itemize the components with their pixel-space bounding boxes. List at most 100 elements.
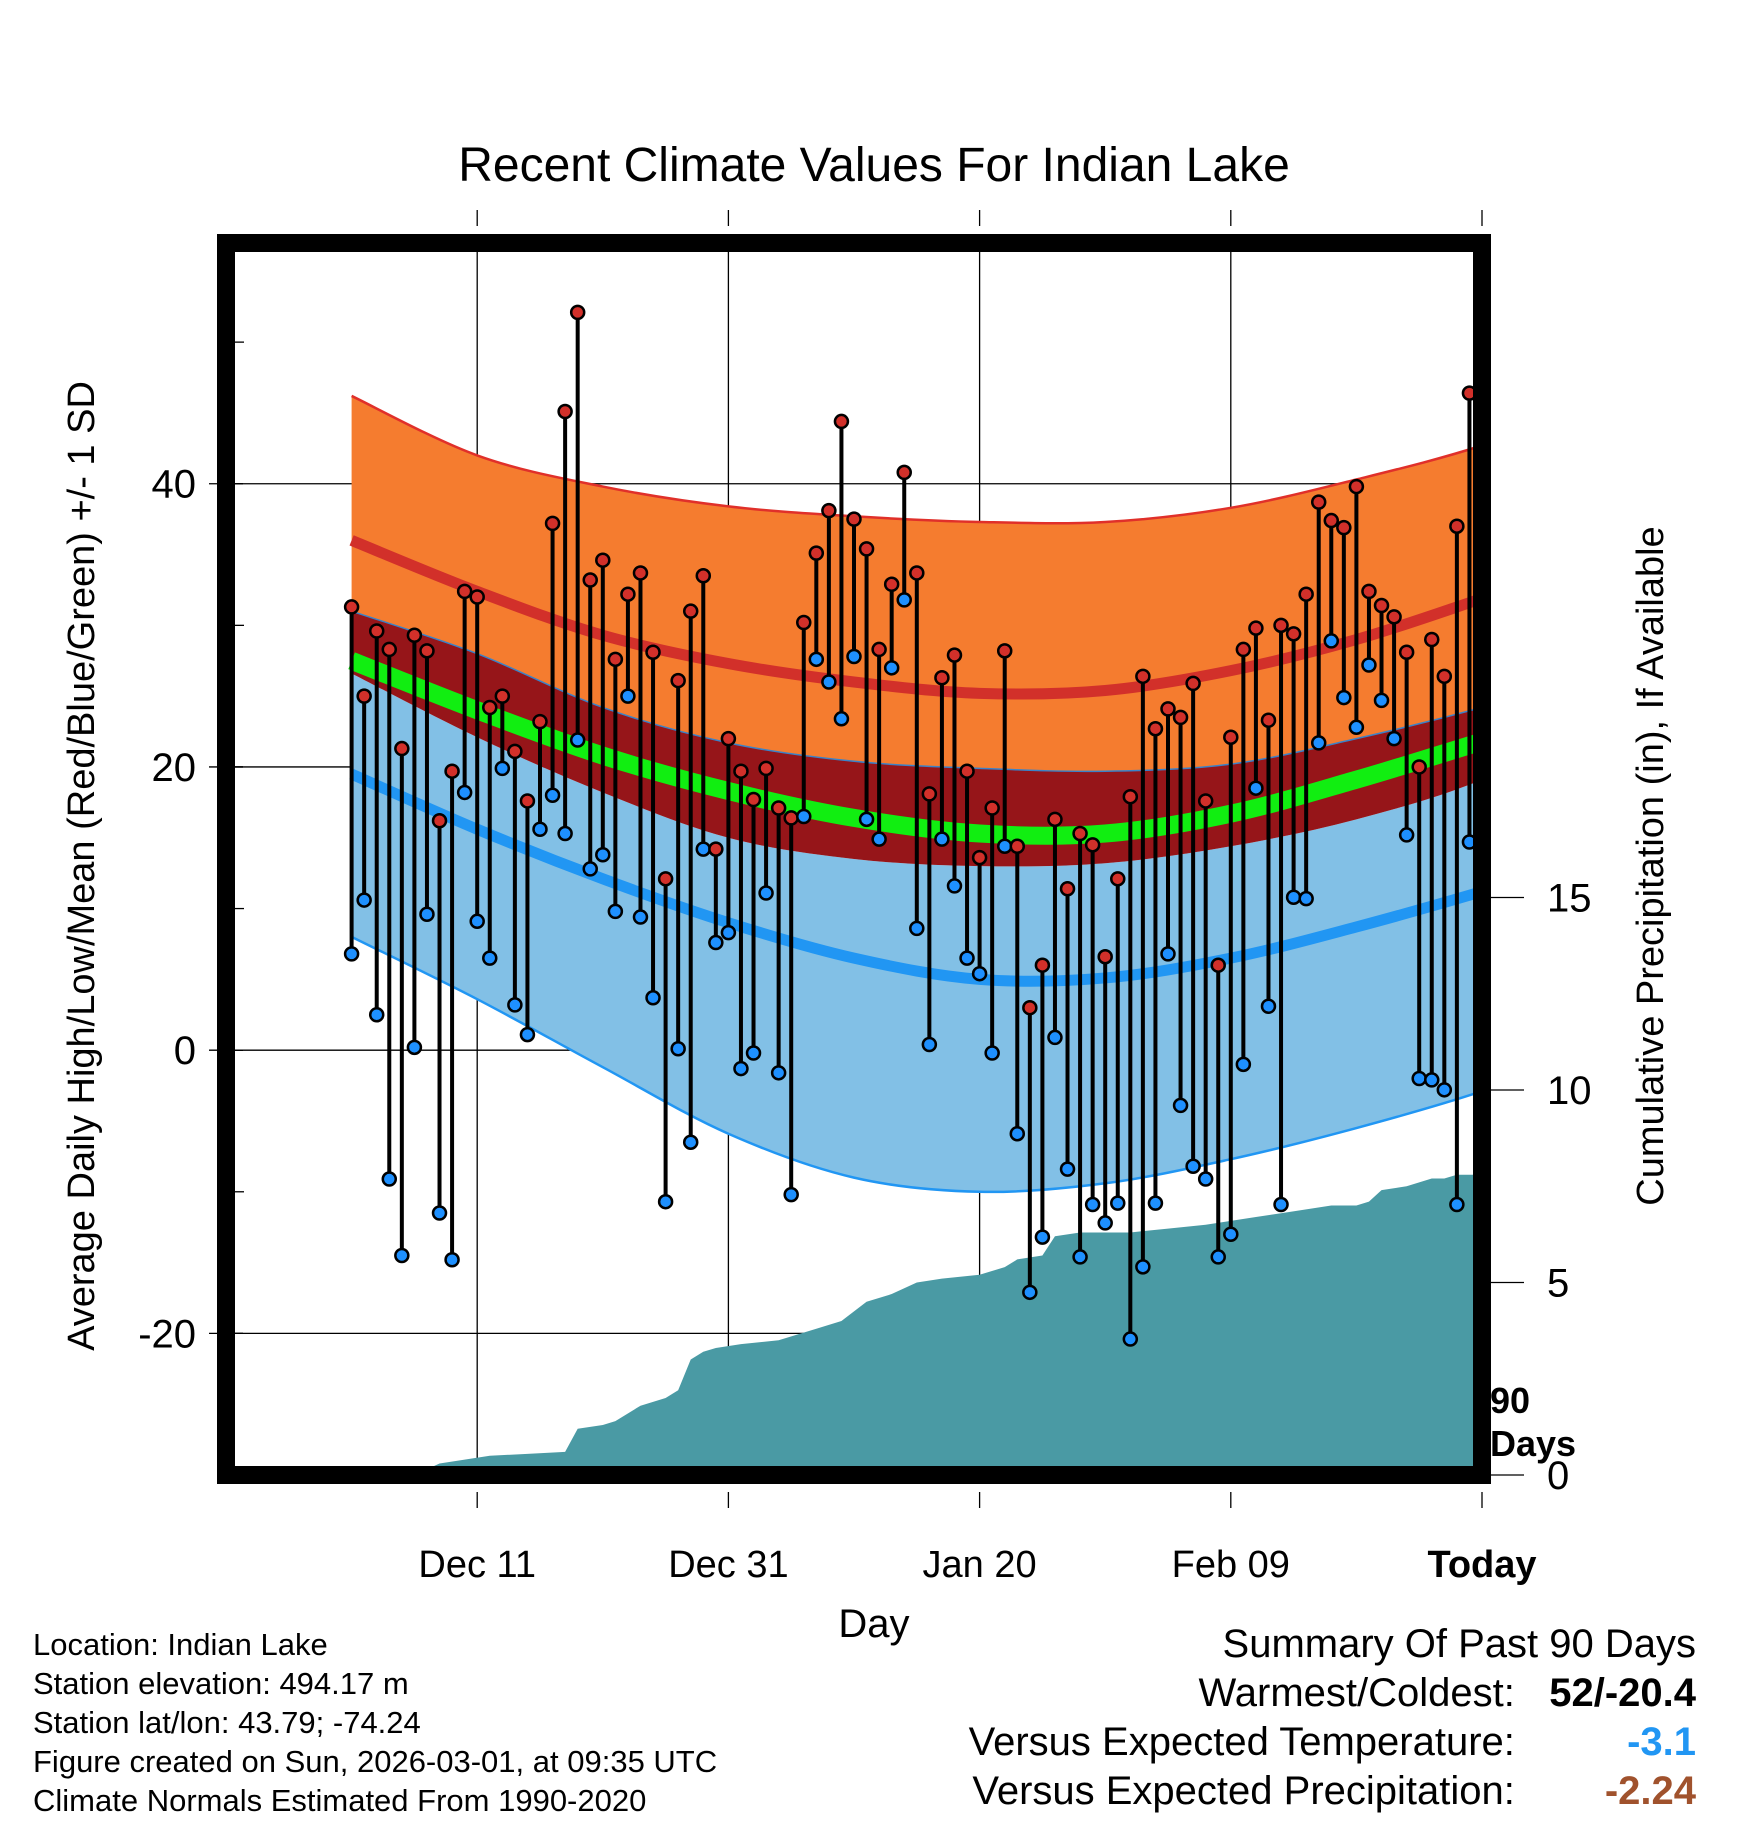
high-point	[971, 849, 988, 866]
temp-anomaly-row: Versus Expected Temperature: -3.1	[969, 1718, 1696, 1767]
high-point	[1034, 957, 1051, 973]
low-point	[670, 1041, 686, 1057]
high-point	[343, 599, 360, 615]
low-point	[682, 1134, 699, 1150]
high-point	[996, 643, 1013, 659]
warmest-coldest-label: Warmest/Coldest:	[1198, 1671, 1515, 1715]
high-point	[419, 643, 435, 659]
low-point	[946, 878, 963, 894]
low-point	[482, 950, 498, 966]
high-point	[783, 810, 799, 826]
high-point	[1436, 668, 1453, 685]
high-point	[494, 688, 511, 704]
low-point	[419, 906, 435, 922]
high-point	[909, 565, 925, 581]
low-point	[720, 924, 737, 941]
low-point	[1172, 1097, 1189, 1114]
high-point	[921, 786, 938, 802]
high-point	[1072, 825, 1088, 842]
low-point	[909, 920, 925, 937]
low-point	[469, 913, 485, 930]
low-point	[833, 711, 850, 727]
low-lower-edge	[351, 935, 1482, 1194]
low-point	[1398, 827, 1415, 843]
low-point	[1386, 730, 1402, 747]
low-point	[821, 674, 837, 690]
station-info: Location: Indian Lake Station elevation:…	[33, 1625, 717, 1820]
high-point	[1298, 586, 1314, 602]
y-tick-label: 0	[174, 1029, 196, 1073]
low-point	[1348, 719, 1365, 736]
high-point	[444, 763, 460, 779]
high-point	[984, 800, 1000, 816]
high-point	[695, 568, 712, 584]
low-point	[984, 1045, 1000, 1061]
high-point	[1310, 494, 1327, 510]
high-point	[1424, 631, 1440, 648]
low-point	[808, 651, 825, 668]
high-point	[720, 730, 737, 747]
location-text: Location: Indian Lake	[33, 1627, 328, 1662]
low-point	[368, 1007, 385, 1023]
low-point	[896, 592, 912, 608]
high-point	[733, 763, 749, 779]
high-point	[1398, 644, 1415, 661]
high-point	[356, 688, 372, 704]
high-point	[1009, 838, 1026, 855]
high-point	[557, 403, 573, 420]
high-point	[431, 813, 448, 829]
low-point	[544, 787, 561, 804]
precip-anomaly-row: Versus Expected Precipitation: -2.24	[969, 1767, 1696, 1816]
high-point	[394, 740, 410, 757]
high-point	[607, 651, 624, 668]
high-point	[1260, 712, 1277, 728]
low-point	[444, 1252, 460, 1268]
low-point	[1160, 946, 1176, 962]
y-tick-label: -20	[138, 1312, 196, 1356]
today-days-number: 90	[1490, 1380, 1530, 1421]
high-point	[959, 763, 975, 779]
chart-title: Recent Climate Values For Indian Lake	[458, 139, 1290, 192]
y-axis-label: Average Daily High/Low/Mean (Red/Blue/Gr…	[61, 381, 103, 1351]
high-point	[1411, 759, 1427, 775]
low-point	[595, 847, 611, 863]
low-point	[1336, 689, 1352, 706]
high-point	[846, 511, 862, 527]
low-point	[381, 1171, 398, 1187]
high-point	[1223, 729, 1239, 745]
high-point	[406, 627, 423, 644]
high-point	[1147, 720, 1164, 737]
low-point	[996, 838, 1013, 855]
high-point	[507, 743, 523, 760]
high-point	[1273, 617, 1289, 634]
low-point	[708, 934, 724, 951]
low-point	[934, 831, 950, 847]
warmest-coldest-row: Warmest/Coldest: 52/-20.4	[969, 1669, 1697, 1718]
low-point	[921, 1036, 938, 1053]
low-point	[582, 861, 598, 877]
high-point	[1022, 999, 1038, 1016]
low-point	[959, 950, 975, 966]
high-point	[595, 552, 611, 568]
axes: Dec 11 Dec 31 Jan 20 Feb 09 Today 40 20 0 -20 15 1…	[138, 210, 1592, 1586]
low-point	[1373, 692, 1390, 709]
low-point	[783, 1186, 799, 1203]
high-point	[1084, 837, 1101, 853]
low-point	[1223, 1226, 1239, 1243]
low-point	[1424, 1072, 1440, 1088]
low-point	[1361, 657, 1377, 673]
low-point	[557, 825, 573, 842]
x-tick-label: Today	[1427, 1544, 1536, 1586]
low-point	[1135, 1259, 1151, 1275]
high-point	[532, 713, 548, 730]
y2-tick-label: 5	[1547, 1262, 1569, 1306]
high-point	[858, 541, 875, 557]
high-point	[544, 515, 561, 532]
precip-anomaly-label: Versus Expected Precipitation:	[972, 1769, 1515, 1813]
y2-tick-label: 10	[1547, 1069, 1592, 1113]
high-point	[796, 614, 812, 631]
high-point	[632, 565, 649, 581]
high-point	[1197, 793, 1214, 809]
low-point	[1323, 633, 1340, 649]
low-point	[1034, 1229, 1051, 1245]
